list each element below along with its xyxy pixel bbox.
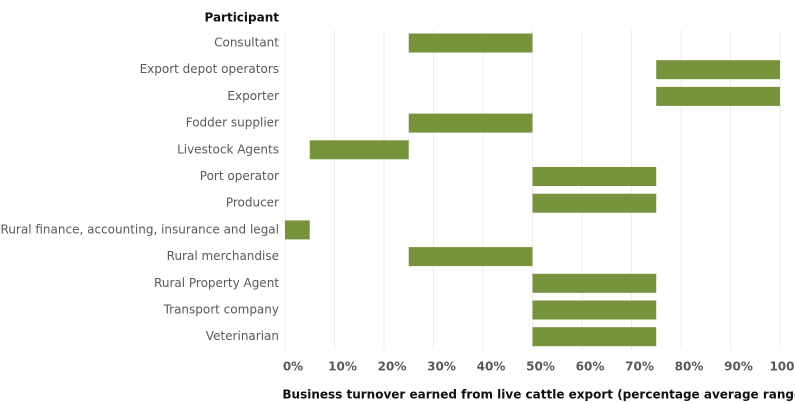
bar bbox=[285, 220, 310, 240]
bar bbox=[408, 113, 533, 133]
y-tick-label: Export depot operators bbox=[140, 62, 279, 76]
y-tick-label: Fodder supplier bbox=[186, 116, 279, 130]
y-tick-label: Transport company bbox=[163, 303, 279, 317]
x-axis-title: Business turnover earned from live cattl… bbox=[282, 388, 795, 402]
y-tick-label: Rural Property Agent bbox=[154, 276, 279, 290]
bar bbox=[408, 247, 533, 267]
bar bbox=[532, 193, 657, 213]
y-tick-label: Rural merchandise bbox=[167, 249, 279, 263]
x-tick-label: 70% bbox=[625, 360, 654, 374]
y-tick-label: Port operator bbox=[200, 169, 279, 183]
bar bbox=[656, 60, 780, 80]
y-tick-label: Livestock Agents bbox=[177, 142, 279, 156]
y-tick-label: Producer bbox=[226, 196, 279, 210]
y-tick-label: Rural finance, accounting, insurance and… bbox=[1, 222, 279, 236]
x-tick-label: 0% bbox=[283, 360, 303, 374]
bar bbox=[532, 300, 657, 320]
x-tick-label: 60% bbox=[576, 360, 605, 374]
x-tick-label: 50% bbox=[526, 360, 555, 374]
bar bbox=[408, 33, 533, 53]
x-tick-label: 100% bbox=[769, 360, 795, 374]
bar bbox=[656, 86, 780, 106]
bar bbox=[532, 167, 657, 186]
x-tick-label: 10% bbox=[328, 360, 357, 374]
bar bbox=[532, 327, 657, 347]
x-tick-label: 40% bbox=[477, 360, 506, 374]
x-tick-label: 30% bbox=[427, 360, 456, 374]
y-axis-title: Participant bbox=[204, 11, 279, 25]
x-tick-label: 90% bbox=[724, 360, 753, 374]
y-tick-label: Veterinarian bbox=[206, 329, 279, 343]
bar bbox=[309, 140, 409, 160]
x-tick-label: 80% bbox=[675, 360, 704, 374]
x-tick-label: 20% bbox=[378, 360, 407, 374]
y-tick-label: Consultant bbox=[214, 36, 279, 50]
y-tick-label: Exporter bbox=[227, 89, 279, 103]
bar bbox=[532, 273, 657, 293]
